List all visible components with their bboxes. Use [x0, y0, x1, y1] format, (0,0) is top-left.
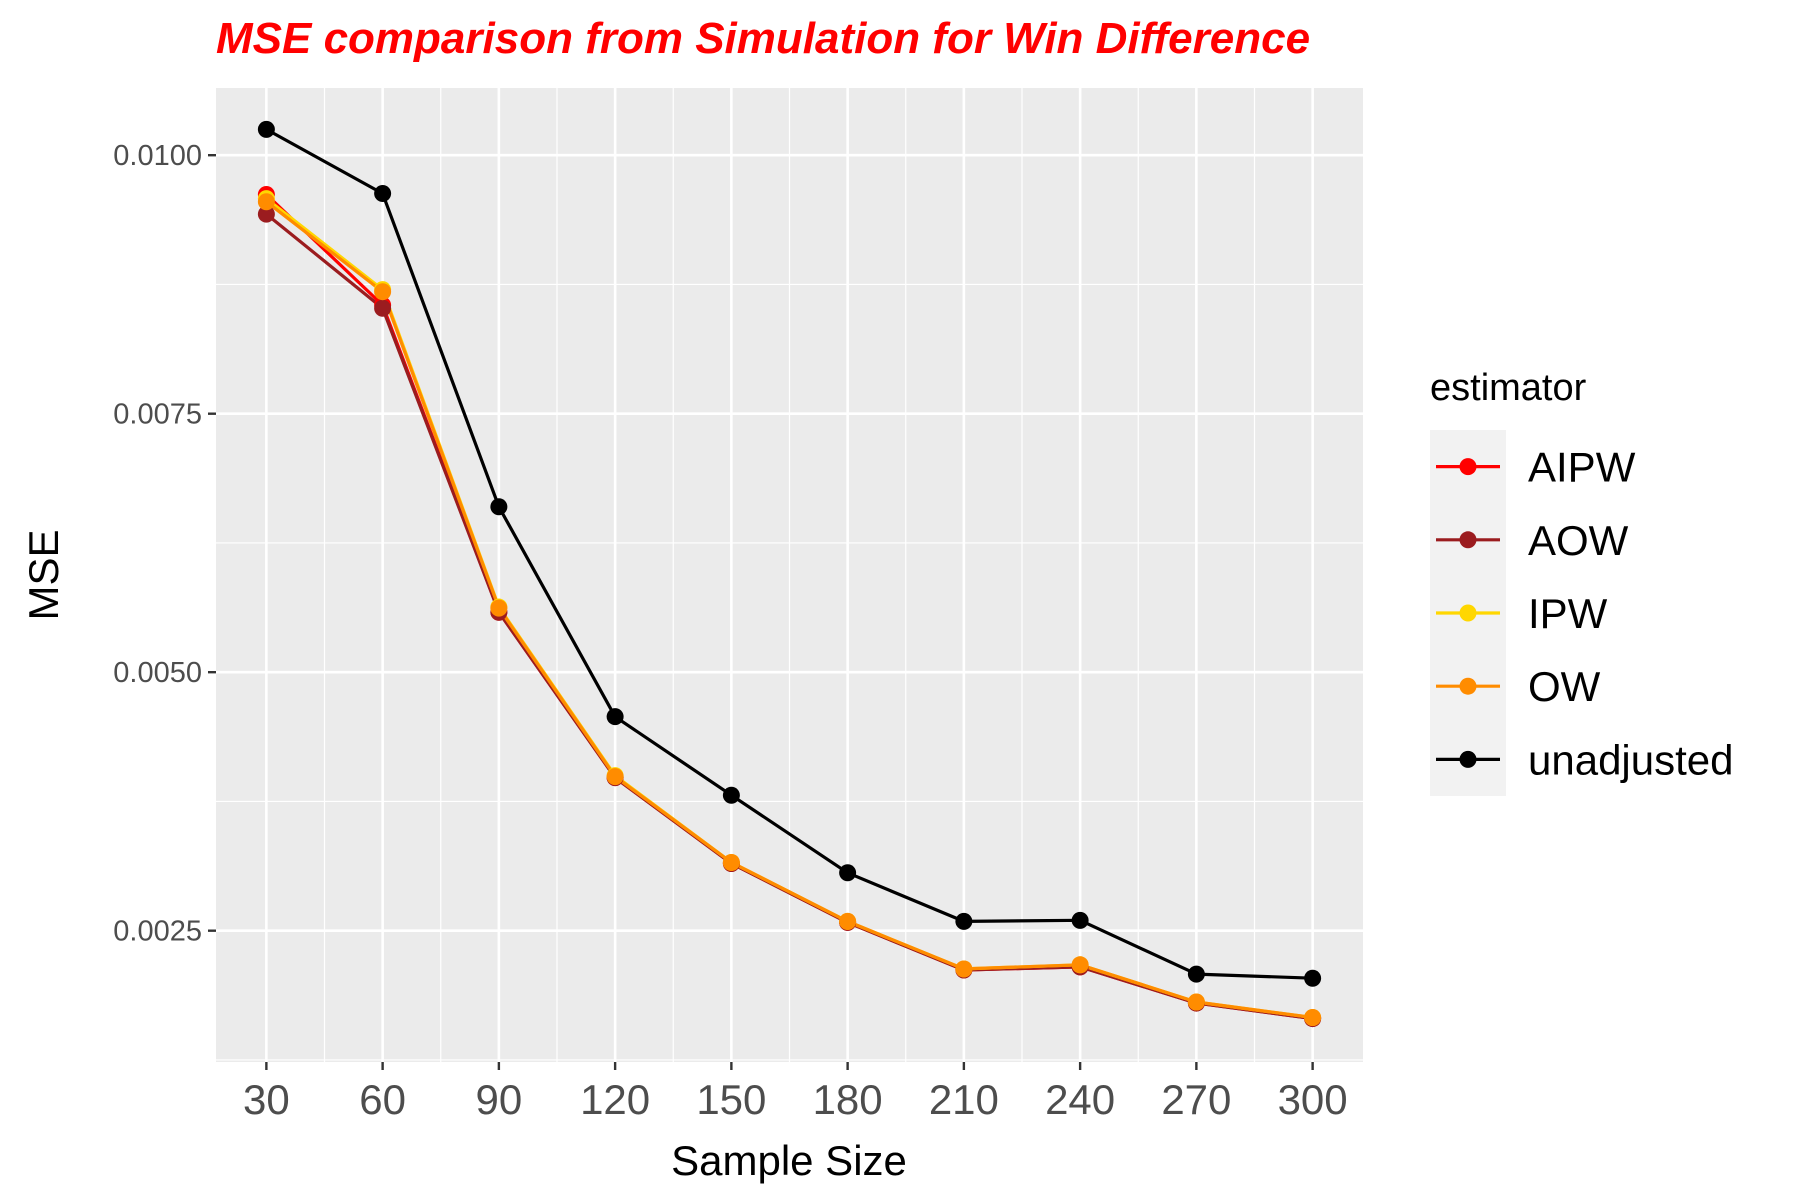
y-tick-label: 0.0050: [113, 657, 202, 689]
x-axis-title: Sample Size: [671, 1137, 907, 1184]
data-point-unadjusted: [1304, 969, 1322, 987]
data-point-unadjusted: [606, 708, 624, 726]
data-point-ow: [490, 599, 508, 617]
data-point-unadjusted: [257, 120, 275, 138]
x-tick-label: 300: [1278, 1076, 1348, 1123]
x-tick-label: 210: [929, 1076, 999, 1123]
legend-label: AIPW: [1528, 444, 1636, 491]
data-point-unadjusted: [1187, 965, 1205, 983]
data-point-ow: [1304, 1009, 1322, 1027]
series-lines: [265, 127, 1313, 1021]
legend-item-ow: OW: [1436, 663, 1601, 710]
x-tick-label: 270: [1161, 1076, 1231, 1123]
data-point-ow: [1187, 993, 1205, 1011]
data-point-aow: [374, 299, 392, 317]
legend-label: OW: [1528, 663, 1601, 710]
legend-key-point: [1459, 531, 1477, 549]
x-tick-label: 90: [476, 1076, 523, 1123]
legend-item-ipw: IPW: [1436, 590, 1608, 637]
x-tick-label: 240: [1045, 1076, 1115, 1123]
x-axis: 30 60 90 120 150 180 210 240 270 300: [243, 1062, 1348, 1123]
data-point-unadjusted: [490, 498, 508, 516]
major-grid: [216, 88, 1363, 1062]
y-tick-label: 0.0075: [113, 399, 202, 431]
x-tick-label: 120: [580, 1076, 650, 1123]
data-point-ow: [257, 193, 275, 211]
data-point-unadjusted: [839, 864, 857, 882]
x-tick-label: 180: [813, 1076, 883, 1123]
y-tick-label: 0.0025: [113, 916, 202, 948]
legend-label: unadjusted: [1528, 736, 1734, 783]
legend-key-point: [1459, 458, 1477, 476]
chart-title: MSE comparison from Simulation for Win D…: [216, 14, 1310, 63]
data-point-unadjusted: [374, 184, 392, 202]
data-point-ow: [1071, 956, 1089, 974]
series-line-ow: [265, 200, 1313, 1020]
legend-key-point: [1459, 604, 1477, 622]
legend-item-unadjusted: unadjusted: [1436, 736, 1734, 783]
data-point-unadjusted: [722, 786, 740, 804]
series-points: [257, 120, 1322, 1028]
legend-key-point: [1459, 750, 1477, 768]
data-point-unadjusted: [1071, 911, 1089, 929]
data-point-ow: [722, 853, 740, 871]
x-tick-label: 60: [359, 1076, 406, 1123]
series-line-unadjusted: [265, 127, 1313, 980]
legend-key-point: [1459, 677, 1477, 695]
x-tick-label: 30: [243, 1076, 290, 1123]
legend-item-aipw: AIPW: [1436, 444, 1636, 491]
data-point-ow: [955, 960, 973, 978]
legend-item-aow: AOW: [1436, 517, 1629, 564]
minor-grid: [216, 88, 1363, 1062]
legend-label: AOW: [1528, 517, 1629, 564]
legend-title: estimator: [1430, 367, 1587, 409]
legend-label: IPW: [1528, 590, 1608, 637]
x-tick-label: 150: [696, 1076, 766, 1123]
y-tick-label: 0.0100: [113, 140, 202, 172]
data-point-ow: [606, 768, 624, 786]
data-point-unadjusted: [955, 912, 973, 930]
data-point-ow: [839, 912, 857, 930]
y-axis: 0.0025 0.0050 0.0075 0.0100: [113, 140, 216, 948]
y-axis-title: MSE: [20, 529, 67, 620]
legend-items: AIPW AOW IPW OW unadjusted: [1436, 444, 1734, 783]
legend: estimator AIPW AOW IPW OW unadjusted: [1430, 367, 1734, 796]
data-point-ow: [374, 283, 392, 301]
data-point-aow: [257, 205, 275, 223]
